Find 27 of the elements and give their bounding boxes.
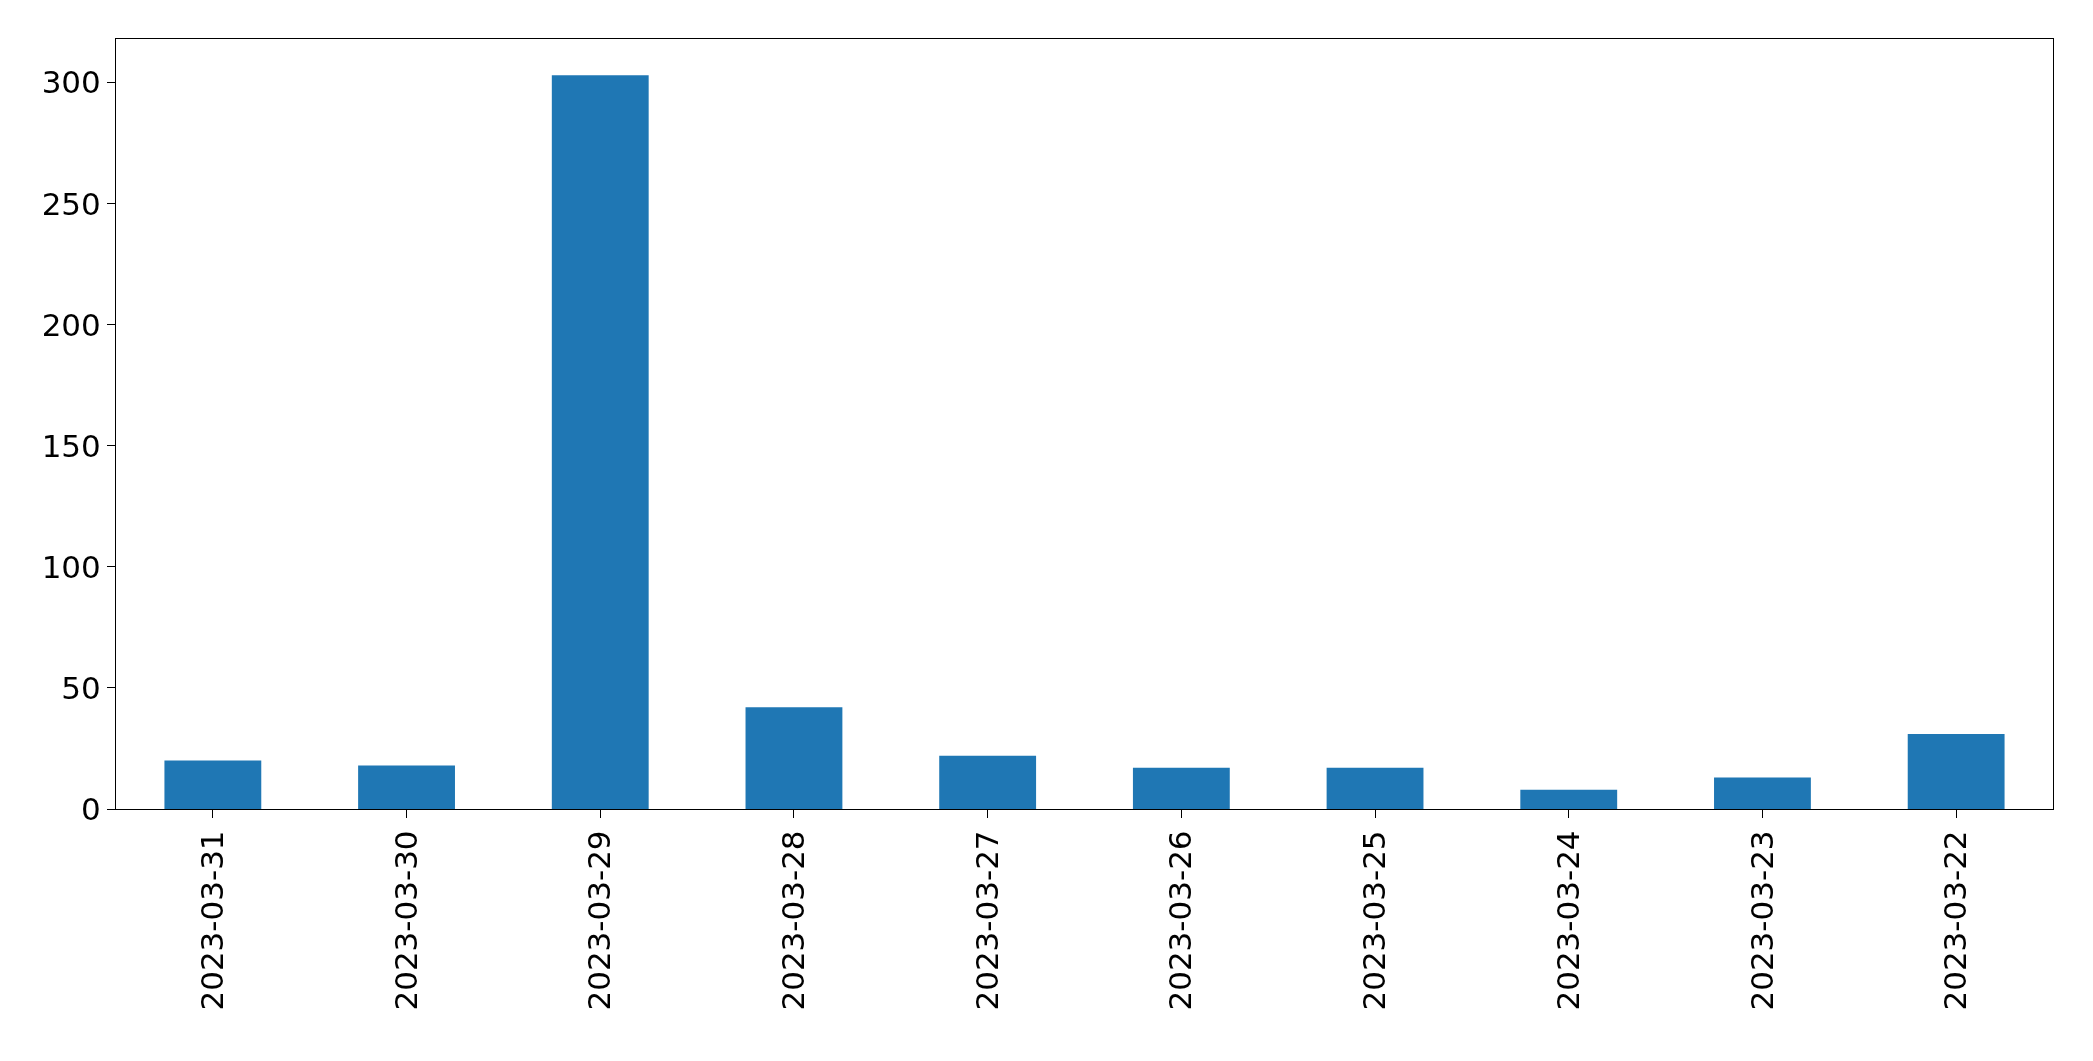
y-tick-label: 50 — [61, 669, 101, 706]
x-tick-label: 2023-03-22 — [1937, 830, 1974, 1011]
x-tick-label: 2023-03-27 — [968, 830, 1005, 1011]
x-tick-label: 2023-03-30 — [387, 830, 424, 1011]
x-tick-label: 2023-03-31 — [193, 830, 230, 1011]
bar — [1132, 767, 1230, 809]
y-tick-label: 200 — [41, 306, 101, 343]
bar — [939, 755, 1037, 809]
y-tick-label: 250 — [41, 185, 101, 222]
y-tick-label: 300 — [41, 64, 101, 101]
x-tick-label: 2023-03-23 — [1743, 830, 1780, 1011]
x-tick-label: 2023-03-26 — [1162, 830, 1199, 1011]
bar — [1907, 733, 2005, 809]
bar — [1520, 789, 1618, 809]
y-tick-label: 150 — [41, 427, 101, 464]
y-tick-label: 100 — [41, 548, 101, 585]
bar — [164, 760, 262, 809]
bar — [1714, 777, 1811, 809]
bar — [1326, 767, 1424, 809]
y-tick-label: 0 — [81, 790, 101, 827]
x-tick-label: 2023-03-29 — [581, 830, 618, 1011]
x-tick-label: 2023-03-28 — [775, 830, 812, 1011]
x-tick-label: 2023-03-24 — [1549, 830, 1586, 1011]
x-tick-label: 2023-03-25 — [1356, 830, 1393, 1011]
bar — [745, 707, 843, 809]
bar — [358, 765, 455, 809]
bar — [551, 75, 649, 809]
